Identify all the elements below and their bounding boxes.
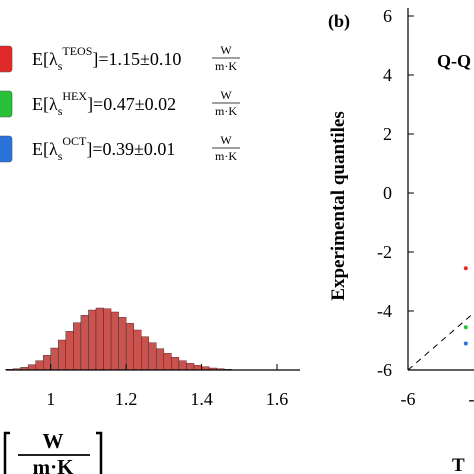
histogram-bar	[110, 311, 119, 371]
y-axis-ticks: 6 4 2 0 -2 -4 -6	[377, 6, 414, 380]
x-tick-label: -4	[469, 389, 474, 409]
qq-point	[463, 325, 468, 330]
histogram-bar	[171, 357, 180, 371]
histogram-bar	[50, 347, 59, 371]
y-axis-label: Experimental quantiles	[328, 111, 349, 300]
legend-unit-numerator: W	[220, 43, 232, 57]
x-axis-label-b: T	[452, 455, 465, 474]
histogram-bar	[186, 363, 195, 371]
y-tick-label: -6	[377, 360, 392, 380]
reference-line	[407, 312, 474, 371]
histogram-bar	[80, 315, 89, 371]
legend-swatch	[0, 135, 13, 163]
histogram-bar	[95, 307, 104, 371]
unit-numerator: W	[43, 429, 64, 453]
x-axis-ticks-b: -6 -4	[401, 364, 474, 409]
chart-title: Q-Q	[437, 51, 471, 71]
histogram-bar	[65, 331, 74, 371]
histogram-bar	[58, 339, 66, 371]
x-axis-ticks: 1 1.2 1.4 1.6	[46, 364, 288, 409]
x-tick-label: 1.2	[115, 389, 138, 409]
x-tick-label: 1	[46, 389, 55, 409]
y-tick-label: 0	[383, 183, 392, 203]
y-tick-label: 2	[383, 124, 392, 144]
qq-point	[463, 341, 468, 346]
unit-denominator: m·K	[33, 455, 74, 474]
histogram-bar	[133, 329, 142, 371]
histogram-bar	[148, 342, 157, 371]
histogram-bar	[156, 348, 165, 371]
histogram-bar	[27, 364, 36, 371]
x-tick-label: 1.6	[266, 389, 289, 409]
histogram-bar	[125, 323, 134, 371]
legend-label: E[λsTEOS]=1.15±0.10	[32, 44, 181, 73]
legend-label: E[λsOCT]=0.39±0.01	[32, 134, 175, 163]
qq-points	[463, 266, 468, 346]
histogram-bar	[163, 353, 172, 371]
histogram-bars	[5, 307, 232, 371]
legend-unit-numerator: W	[220, 88, 232, 102]
qq-point	[463, 266, 468, 271]
panel-label-b: (b)	[328, 11, 350, 32]
histogram-bar	[178, 360, 187, 371]
legend-swatch	[0, 45, 13, 73]
histogram-bar	[193, 365, 202, 371]
histogram-bar	[42, 355, 51, 371]
y-tick-label: -4	[377, 301, 392, 321]
histogram-bar	[73, 322, 82, 371]
histogram-bar	[103, 308, 112, 371]
histogram-bar	[88, 309, 97, 371]
histogram-bar	[141, 336, 149, 371]
y-tick-label: 4	[383, 65, 392, 85]
left-bracket	[3, 431, 10, 474]
legend-unit-denominator: m·K	[215, 59, 237, 73]
x-tick-label: -6	[401, 389, 416, 409]
legend-unit-denominator: m·K	[215, 149, 237, 163]
y-tick-label: 6	[383, 6, 392, 26]
right-bracket	[96, 431, 103, 474]
legend-swatch	[0, 90, 13, 118]
histogram-bar	[35, 360, 44, 371]
x-axis-unit-label: W m·K	[3, 429, 103, 474]
legend: E[λsTEOS]=1.15±0.10 Wm·K E[λsHEX]=0.47±0.0…	[0, 43, 240, 163]
histogram-panel: 1 1.2 1.4 1.6 E[λsTEOS]=1.15±0.10 Wm·K E[λsHE…	[0, 43, 300, 474]
x-tick-label: 1.4	[190, 389, 213, 409]
histogram-bar	[118, 317, 127, 371]
legend-unit-denominator: m·K	[215, 104, 237, 118]
y-tick-label: -2	[377, 242, 392, 262]
legend-label: E[λsHEX]=0.47±0.02	[32, 89, 176, 118]
qq-plot-panel: (b) Experimental quantiles 6 4 2 0 -2 -4 -6 -6…	[328, 6, 474, 474]
legend-unit-numerator: W	[220, 133, 232, 147]
